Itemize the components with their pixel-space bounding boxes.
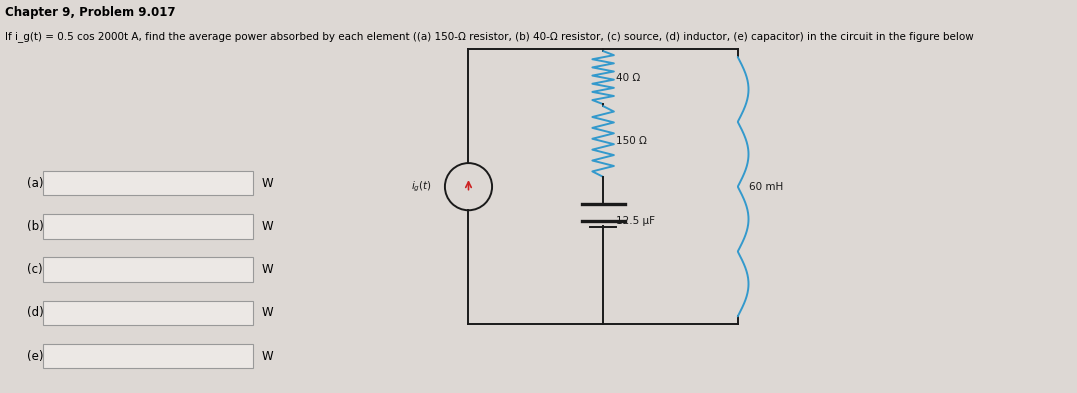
Text: (a): (a) <box>27 176 43 190</box>
Text: Chapter 9, Problem 9.017: Chapter 9, Problem 9.017 <box>5 6 176 19</box>
Text: W: W <box>262 306 274 320</box>
Text: 150 Ω: 150 Ω <box>616 136 647 147</box>
Text: W: W <box>262 349 274 363</box>
Text: (c): (c) <box>27 263 43 276</box>
FancyBboxPatch shape <box>43 214 253 239</box>
Text: W: W <box>262 263 274 276</box>
Text: 12.5 μF: 12.5 μF <box>616 216 655 226</box>
Text: If i_g(t) = 0.5 cos 2000t A, find the average power absorbed by each element ((a: If i_g(t) = 0.5 cos 2000t A, find the av… <box>5 31 974 42</box>
Text: (e): (e) <box>27 349 43 363</box>
Text: W: W <box>262 220 274 233</box>
Text: (d): (d) <box>27 306 44 320</box>
Text: 60 mH: 60 mH <box>749 182 783 192</box>
FancyBboxPatch shape <box>43 257 253 282</box>
FancyBboxPatch shape <box>43 171 253 195</box>
FancyBboxPatch shape <box>43 344 253 368</box>
Text: W: W <box>262 176 274 190</box>
Text: (b): (b) <box>27 220 44 233</box>
FancyBboxPatch shape <box>43 301 253 325</box>
Text: $i_g(t)$: $i_g(t)$ <box>411 180 432 194</box>
Text: 40 Ω: 40 Ω <box>616 73 641 83</box>
